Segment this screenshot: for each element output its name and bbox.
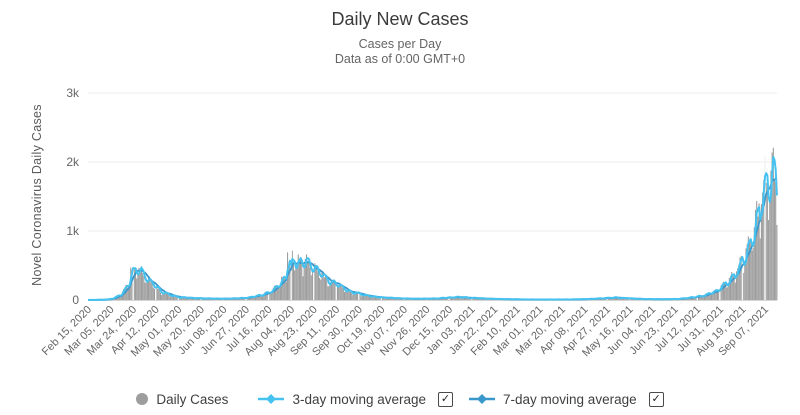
legend-item-daily-cases: Daily Cases bbox=[136, 392, 228, 407]
ma7-checkmark-icon: ✓ bbox=[651, 392, 661, 405]
y-tick-label: 2k bbox=[66, 155, 80, 169]
page-title: Daily New Cases bbox=[331, 9, 469, 29]
legend-ma3-label: 3-day moving average bbox=[292, 391, 427, 407]
chart-header: Daily New Cases Cases per Day Data as of… bbox=[0, 0, 800, 67]
ma7-line bbox=[88, 177, 778, 301]
ma7-line-marker-icon bbox=[469, 394, 496, 404]
legend-item-ma3: 3-day moving average ✓ bbox=[258, 391, 454, 407]
y-tick-label: 0 bbox=[72, 293, 79, 307]
ma3-line-marker-icon bbox=[258, 394, 285, 404]
legend-item-ma7: 7-day moving average ✓ bbox=[469, 391, 664, 407]
daily-cases-marker-icon bbox=[136, 393, 149, 405]
y-tick-label: 1k bbox=[66, 224, 80, 238]
chart-subtitle-line2: Data as of 0:00 GMT+0 bbox=[334, 52, 466, 66]
chart-legend: Daily Cases 3-day moving average ✓ 7-day… bbox=[0, 388, 800, 410]
ma3-checkbox[interactable]: ✓ bbox=[438, 391, 454, 407]
legend-ma7-label: 7-day moving average bbox=[503, 391, 637, 407]
y-tick-label: 3k bbox=[66, 86, 80, 100]
ma3-line bbox=[88, 156, 778, 301]
y-axis-title: Novel Coronavirus Daily Cases bbox=[30, 104, 44, 286]
legend-daily-cases-label: Daily Cases bbox=[156, 391, 229, 407]
ma3-checkmark-icon: ✓ bbox=[440, 392, 451, 405]
chart-subtitle-line1: Cases per Day bbox=[358, 37, 442, 51]
chart-subtitle: Cases per Day Data as of 0:00 GMT+0 bbox=[0, 37, 800, 67]
ma7-checkbox[interactable]: ✓ bbox=[648, 391, 664, 407]
